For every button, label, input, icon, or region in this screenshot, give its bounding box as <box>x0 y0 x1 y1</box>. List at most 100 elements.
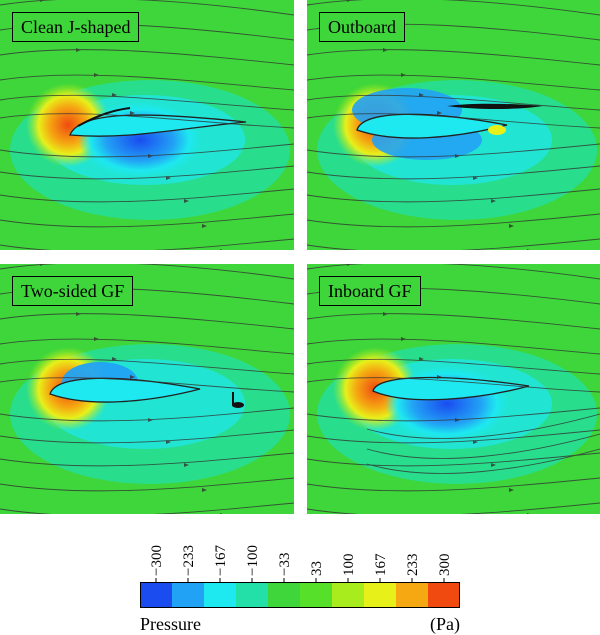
streamline <box>0 213 294 228</box>
streamline-arrow <box>455 418 460 422</box>
pressure-field-clean-j-shaped <box>0 0 294 250</box>
streamline-arrow <box>76 312 81 316</box>
streamline <box>307 264 600 280</box>
streamline <box>0 407 294 422</box>
streamline-arrow <box>94 337 99 341</box>
streamline <box>307 188 600 203</box>
streamline <box>0 74 294 91</box>
streamline <box>307 502 600 514</box>
streamline <box>0 165 294 180</box>
streamline-arrow <box>473 176 478 180</box>
streamline <box>0 338 294 355</box>
trailing-vortex <box>232 402 244 408</box>
streamline <box>0 477 294 492</box>
panel-label: Outboard <box>319 12 405 42</box>
streamline-arrow <box>347 264 352 266</box>
streamline <box>307 452 600 467</box>
streamline <box>307 358 600 375</box>
streamline-arrow <box>166 440 171 444</box>
color-bin <box>364 582 396 608</box>
pressure-legend: −300 −233 −167 −100 −33 33 100 167 233 300 Pressu… <box>140 530 460 635</box>
streamline-arrow <box>473 440 478 444</box>
streamline <box>307 113 600 129</box>
streamline-arrow <box>166 176 171 180</box>
color-bin <box>268 582 300 608</box>
streamline-arrow <box>202 224 207 228</box>
streamline-arrow <box>130 111 135 115</box>
streamline-arrow <box>491 463 496 467</box>
streamline <box>307 49 600 66</box>
streamline-arrow <box>112 357 117 361</box>
color-bin <box>428 582 460 608</box>
color-bin <box>332 582 364 608</box>
color-bin <box>396 582 428 608</box>
panel-inboard-gf: Inboard GF <box>307 264 600 514</box>
blade-profile <box>69 107 247 137</box>
streamline <box>307 377 600 393</box>
streamline <box>307 94 600 111</box>
streamlines <box>0 0 294 250</box>
blade-profile <box>356 103 543 139</box>
streamline-arrow <box>94 73 99 77</box>
streamline-arrow <box>509 224 514 228</box>
wake-streamline <box>366 448 600 474</box>
color-scale: −300 −233 −167 −100 −33 33 100 167 233 300 <box>140 545 460 608</box>
panel-clean-j-shaped: Clean J-shaped <box>0 0 294 250</box>
streamline-arrow <box>347 0 352 2</box>
panel-two-sided-gf: Two-sided GF <box>0 264 294 514</box>
panel-label: Clean J-shaped <box>12 12 140 42</box>
tick-label: −33 <box>277 553 293 576</box>
streamline <box>307 213 600 228</box>
streamline <box>307 74 600 91</box>
color-bin <box>236 582 268 608</box>
streamline-arrow <box>202 488 207 492</box>
legend-title: Pressure <box>140 614 201 634</box>
streamline-arrow <box>148 154 153 158</box>
streamline <box>0 358 294 375</box>
tick-label: −100 <box>245 545 261 576</box>
tick-label: −167 <box>213 545 229 576</box>
streamline-arrow <box>130 375 135 379</box>
pressure-field-inboard-gf <box>307 264 600 514</box>
streamline-arrow <box>184 199 189 203</box>
legend-unit: (Pa) <box>430 614 460 634</box>
panel-label: Two-sided GF <box>12 276 134 306</box>
streamline <box>0 143 294 158</box>
tick-label: 233 <box>405 554 421 577</box>
streamline <box>307 407 600 422</box>
streamline <box>0 49 294 66</box>
streamline-arrow <box>383 312 388 316</box>
panel-label: Inboard GF <box>319 276 421 306</box>
tick-label: −233 <box>181 545 197 576</box>
streamline-arrow <box>220 513 223 514</box>
streamline-arrow <box>76 48 81 52</box>
streamline <box>0 264 294 280</box>
streamline-arrow <box>455 154 460 158</box>
streamline <box>307 165 600 180</box>
streamline <box>0 94 294 111</box>
streamline-arrow <box>401 337 406 341</box>
streamline-arrow <box>509 488 514 492</box>
panel-outboard: Outboard <box>307 0 600 250</box>
streamlines <box>307 264 600 514</box>
streamline-arrow <box>527 249 530 250</box>
streamline <box>307 313 600 330</box>
blade-profile <box>49 377 244 408</box>
streamline-arrow <box>383 48 388 52</box>
color-bin <box>140 582 172 608</box>
streamline-arrow <box>220 249 223 250</box>
streamline <box>307 0 600 16</box>
wake-streamline <box>366 433 600 459</box>
blade-profile <box>372 376 530 401</box>
tick-label: 100 <box>341 554 357 577</box>
color-bin <box>300 582 332 608</box>
streamline <box>307 429 600 444</box>
streamline-arrow <box>401 73 406 77</box>
streamline-arrow <box>419 93 424 97</box>
streamline-arrow <box>437 375 442 379</box>
streamline-arrow <box>112 93 117 97</box>
streamline-arrow <box>419 357 424 361</box>
streamline-arrow <box>40 0 45 2</box>
streamline-arrow <box>148 418 153 422</box>
streamline <box>307 477 600 492</box>
